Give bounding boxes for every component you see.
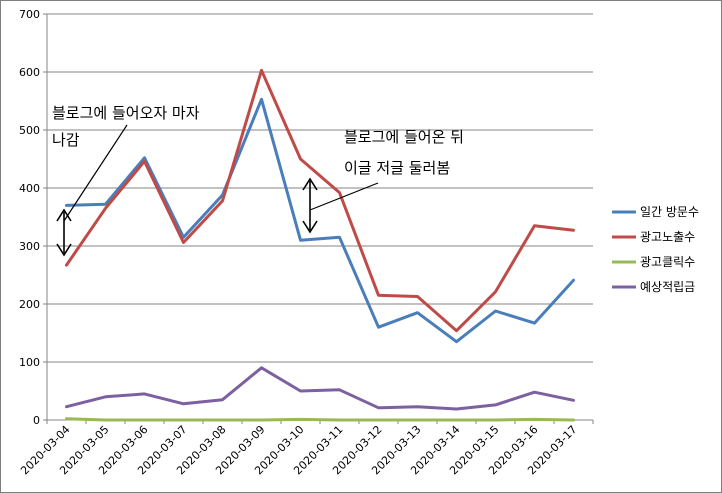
series-lines <box>65 68 575 422</box>
annotation-2-line-1: 블로그에 들어온 뒤 <box>344 128 464 146</box>
y-tick-label: 400 <box>19 182 40 195</box>
annotation-1-pointer <box>63 124 128 222</box>
annotation-1: 블로그에 들어오자 마자 나감 <box>52 104 200 257</box>
y-tick-label: 600 <box>19 66 40 79</box>
series-line-4 <box>65 366 575 411</box>
y-tick-label: 100 <box>19 356 40 369</box>
y-tick-label: 700 <box>19 8 40 21</box>
gridlines <box>47 13 593 363</box>
legend-label: 예상적립금 <box>640 280 695 294</box>
legend-label: 광고클릭수 <box>640 255 695 269</box>
annotation-2-line-2: 이글 저글 둘러봄 <box>344 159 450 177</box>
y-tick-label: 200 <box>19 298 40 311</box>
annotation-1-line-2: 나감 <box>52 131 80 149</box>
legend-label: 일간 방문수 <box>640 205 699 219</box>
series-line-1 <box>65 97 575 344</box>
y-tick-label: 500 <box>19 124 40 137</box>
series-line-2 <box>65 68 575 333</box>
y-tick-labels: 0 100 200 300 400 500 600 700 <box>19 8 47 427</box>
y-tick-label: 300 <box>19 240 40 253</box>
annotation-2: 블로그에 들어온 뒤 이글 저글 둘러봄 <box>302 128 464 234</box>
annotation-1-arrowheads <box>56 208 72 257</box>
annotation-1-line-1: 블로그에 들어오자 마자 <box>52 104 200 122</box>
series-line-3 <box>65 417 575 422</box>
y-tick-label: 0 <box>33 414 40 427</box>
legend-label: 광고노출수 <box>640 230 695 244</box>
annotation-2-pointer <box>309 182 379 211</box>
annotation-2-arrowheads <box>302 177 318 234</box>
